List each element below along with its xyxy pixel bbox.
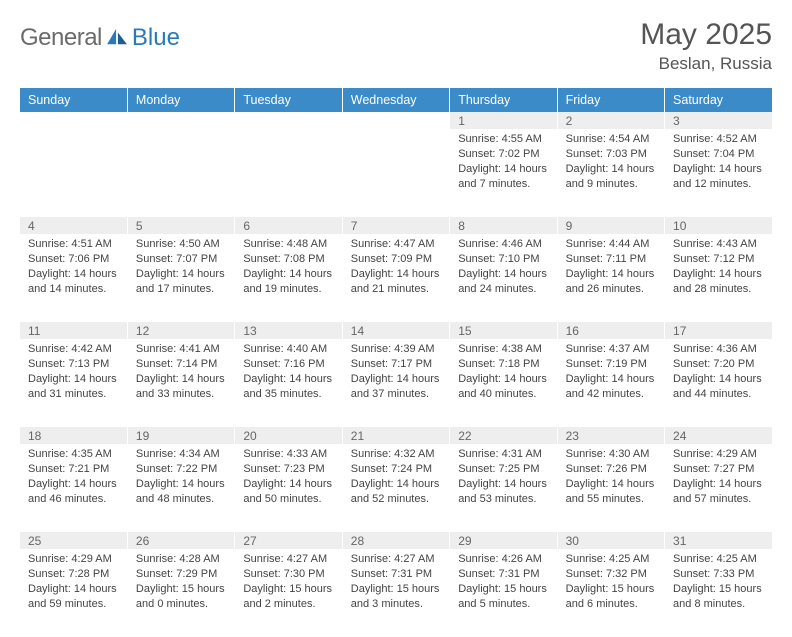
weekday-header: Thursday [450, 88, 557, 112]
day-number-cell: 25 [20, 532, 127, 549]
day-number-cell: 7 [342, 217, 449, 234]
day-number-cell: 1 [450, 112, 557, 129]
day-number-cell: 23 [557, 427, 664, 444]
day-content-cell [20, 129, 127, 217]
brand-word-1: General [20, 24, 102, 52]
day-content-cell: Sunrise: 4:41 AMSunset: 7:14 PMDaylight:… [127, 339, 234, 427]
day-content-cell: Sunrise: 4:29 AMSunset: 7:27 PMDaylight:… [665, 444, 772, 532]
day-number-cell: 24 [665, 427, 772, 444]
day-content-cell: Sunrise: 4:55 AMSunset: 7:02 PMDaylight:… [450, 129, 557, 217]
day-content-cell: Sunrise: 4:50 AMSunset: 7:07 PMDaylight:… [127, 234, 234, 322]
calendar-body: 123 Sunrise: 4:55 AMSunset: 7:02 PMDayli… [20, 112, 772, 637]
day-content-cell [127, 129, 234, 217]
day-number-cell: 4 [20, 217, 127, 234]
day-content-cell: Sunrise: 4:27 AMSunset: 7:31 PMDaylight:… [342, 549, 449, 637]
day-content-cell: Sunrise: 4:51 AMSunset: 7:06 PMDaylight:… [20, 234, 127, 322]
brand-sail-icon [106, 28, 128, 46]
content-row: Sunrise: 4:29 AMSunset: 7:28 PMDaylight:… [20, 549, 772, 637]
day-content-cell [235, 129, 342, 217]
day-number-cell: 29 [450, 532, 557, 549]
day-number-cell [342, 112, 449, 129]
day-number-cell [235, 112, 342, 129]
weekday-header: Friday [557, 88, 664, 112]
content-row: Sunrise: 4:55 AMSunset: 7:02 PMDaylight:… [20, 129, 772, 217]
day-content-cell: Sunrise: 4:38 AMSunset: 7:18 PMDaylight:… [450, 339, 557, 427]
day-number-cell: 27 [235, 532, 342, 549]
day-content-cell: Sunrise: 4:31 AMSunset: 7:25 PMDaylight:… [450, 444, 557, 532]
day-content-cell: Sunrise: 4:42 AMSunset: 7:13 PMDaylight:… [20, 339, 127, 427]
weekday-header: Tuesday [235, 88, 342, 112]
month-title: May 2025 [640, 18, 772, 52]
calendar-table: SundayMondayTuesdayWednesdayThursdayFrid… [20, 88, 772, 637]
day-content-cell: Sunrise: 4:35 AMSunset: 7:21 PMDaylight:… [20, 444, 127, 532]
day-number-cell: 10 [665, 217, 772, 234]
day-content-cell: Sunrise: 4:26 AMSunset: 7:31 PMDaylight:… [450, 549, 557, 637]
day-number-cell: 15 [450, 322, 557, 339]
day-number-cell: 13 [235, 322, 342, 339]
day-number-cell: 11 [20, 322, 127, 339]
day-number-cell: 28 [342, 532, 449, 549]
brand-logo: General Blue [20, 18, 180, 52]
day-number-cell: 8 [450, 217, 557, 234]
day-number-cell: 30 [557, 532, 664, 549]
weekday-row: SundayMondayTuesdayWednesdayThursdayFrid… [20, 88, 772, 112]
daynum-row: 123 [20, 112, 772, 129]
title-block: May 2025 Beslan, Russia [640, 18, 772, 74]
daynum-row: 45678910 [20, 217, 772, 234]
daynum-row: 18192021222324 [20, 427, 772, 444]
day-content-cell: Sunrise: 4:34 AMSunset: 7:22 PMDaylight:… [127, 444, 234, 532]
day-content-cell: Sunrise: 4:29 AMSunset: 7:28 PMDaylight:… [20, 549, 127, 637]
day-number-cell: 9 [557, 217, 664, 234]
day-content-cell: Sunrise: 4:32 AMSunset: 7:24 PMDaylight:… [342, 444, 449, 532]
day-number-cell: 14 [342, 322, 449, 339]
day-number-cell: 20 [235, 427, 342, 444]
day-number-cell: 3 [665, 112, 772, 129]
day-content-cell: Sunrise: 4:46 AMSunset: 7:10 PMDaylight:… [450, 234, 557, 322]
day-content-cell: Sunrise: 4:48 AMSunset: 7:08 PMDaylight:… [235, 234, 342, 322]
day-number-cell: 2 [557, 112, 664, 129]
day-content-cell: Sunrise: 4:39 AMSunset: 7:17 PMDaylight:… [342, 339, 449, 427]
content-row: Sunrise: 4:51 AMSunset: 7:06 PMDaylight:… [20, 234, 772, 322]
day-number-cell: 18 [20, 427, 127, 444]
weekday-header: Monday [127, 88, 234, 112]
day-number-cell [20, 112, 127, 129]
page-header: General Blue May 2025 Beslan, Russia [20, 18, 772, 74]
weekday-header: Sunday [20, 88, 127, 112]
day-content-cell: Sunrise: 4:40 AMSunset: 7:16 PMDaylight:… [235, 339, 342, 427]
weekday-header: Wednesday [342, 88, 449, 112]
day-number-cell: 16 [557, 322, 664, 339]
calendar-head: SundayMondayTuesdayWednesdayThursdayFrid… [20, 88, 772, 112]
day-number-cell: 17 [665, 322, 772, 339]
brand-word-2: Blue [132, 24, 180, 52]
day-content-cell: Sunrise: 4:30 AMSunset: 7:26 PMDaylight:… [557, 444, 664, 532]
day-number-cell: 6 [235, 217, 342, 234]
day-content-cell: Sunrise: 4:28 AMSunset: 7:29 PMDaylight:… [127, 549, 234, 637]
day-number-cell: 26 [127, 532, 234, 549]
day-content-cell: Sunrise: 4:25 AMSunset: 7:33 PMDaylight:… [665, 549, 772, 637]
day-number-cell: 21 [342, 427, 449, 444]
content-row: Sunrise: 4:42 AMSunset: 7:13 PMDaylight:… [20, 339, 772, 427]
day-content-cell: Sunrise: 4:54 AMSunset: 7:03 PMDaylight:… [557, 129, 664, 217]
day-number-cell: 19 [127, 427, 234, 444]
location-label: Beslan, Russia [640, 54, 772, 74]
day-content-cell [342, 129, 449, 217]
weekday-header: Saturday [665, 88, 772, 112]
day-number-cell: 22 [450, 427, 557, 444]
day-content-cell: Sunrise: 4:37 AMSunset: 7:19 PMDaylight:… [557, 339, 664, 427]
day-number-cell [127, 112, 234, 129]
day-content-cell: Sunrise: 4:47 AMSunset: 7:09 PMDaylight:… [342, 234, 449, 322]
day-content-cell: Sunrise: 4:43 AMSunset: 7:12 PMDaylight:… [665, 234, 772, 322]
daynum-row: 11121314151617 [20, 322, 772, 339]
day-number-cell: 31 [665, 532, 772, 549]
day-content-cell: Sunrise: 4:44 AMSunset: 7:11 PMDaylight:… [557, 234, 664, 322]
daynum-row: 25262728293031 [20, 532, 772, 549]
day-content-cell: Sunrise: 4:33 AMSunset: 7:23 PMDaylight:… [235, 444, 342, 532]
day-content-cell: Sunrise: 4:25 AMSunset: 7:32 PMDaylight:… [557, 549, 664, 637]
day-content-cell: Sunrise: 4:52 AMSunset: 7:04 PMDaylight:… [665, 129, 772, 217]
day-content-cell: Sunrise: 4:27 AMSunset: 7:30 PMDaylight:… [235, 549, 342, 637]
day-number-cell: 5 [127, 217, 234, 234]
content-row: Sunrise: 4:35 AMSunset: 7:21 PMDaylight:… [20, 444, 772, 532]
day-number-cell: 12 [127, 322, 234, 339]
day-content-cell: Sunrise: 4:36 AMSunset: 7:20 PMDaylight:… [665, 339, 772, 427]
